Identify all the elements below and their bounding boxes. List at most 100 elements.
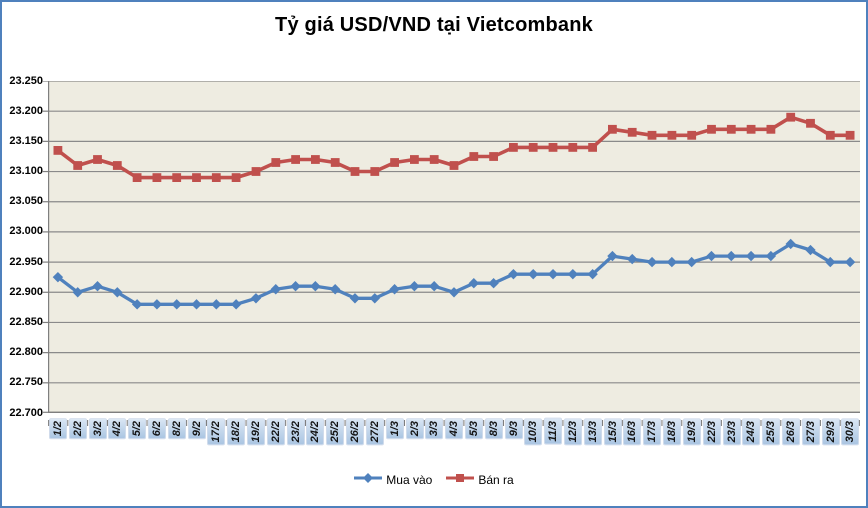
x-label-slot: 19/2 <box>246 419 266 445</box>
x-tick-label: 25/3 <box>763 419 780 445</box>
y-tick-label: 22.750 <box>9 376 43 389</box>
data-point <box>785 238 796 250</box>
data-point <box>647 130 657 140</box>
data-point <box>369 293 380 304</box>
data-point <box>131 299 143 310</box>
data-point <box>806 118 815 128</box>
data-point <box>93 155 102 164</box>
x-label-slot: 26/2 <box>345 419 365 445</box>
x-tick-label: 17/3 <box>644 419 661 445</box>
x-axis-ticks <box>48 413 860 431</box>
data-point <box>53 146 63 155</box>
data-point <box>311 155 320 164</box>
data-point <box>73 161 83 170</box>
y-tick-label: 22.900 <box>9 285 43 298</box>
x-tick-label: 24/2 <box>307 419 324 445</box>
x-label-slot: 23/2 <box>286 419 306 445</box>
x-tick-label: 26/2 <box>347 419 364 445</box>
x-ticks-svg <box>48 420 860 426</box>
x-tick-label: 4/3 <box>446 419 463 439</box>
data-point <box>329 284 341 295</box>
x-label-slot: 9/2 <box>187 419 207 439</box>
x-label-slot: 3/3 <box>424 419 444 439</box>
legend-label-ban-ra: Bán ra <box>478 473 514 487</box>
data-point <box>449 161 459 170</box>
x-label-slot: 17/2 <box>207 419 227 445</box>
data-point <box>132 173 142 182</box>
data-point <box>428 281 440 292</box>
x-label-slot: 27/3 <box>801 419 821 445</box>
data-point <box>409 281 420 292</box>
data-point <box>172 173 182 182</box>
data-point <box>608 124 617 134</box>
legend-label-mua-vao: Mua vào <box>386 473 433 487</box>
legend-diamond-marker <box>363 473 374 483</box>
x-label-slot: 8/2 <box>167 419 187 439</box>
chart-title: Tỷ giá USD/VND tại Vietcombank <box>275 14 593 36</box>
x-label-slot: 11/3 <box>543 419 563 444</box>
x-tick-label: 16/3 <box>624 419 641 445</box>
x-label-slot: 8/3 <box>484 419 504 439</box>
x-label-slot: 16/3 <box>623 419 643 445</box>
data-point <box>765 250 777 262</box>
x-tick-label: 1/2 <box>49 419 66 439</box>
data-point <box>706 250 717 262</box>
data-point <box>687 130 697 140</box>
y-tick-label: 23.150 <box>9 134 43 147</box>
x-label-slot: 9/3 <box>504 419 524 439</box>
x-label-slot: 4/3 <box>444 419 464 439</box>
data-point <box>766 124 776 134</box>
data-point <box>805 244 816 256</box>
x-label-slot: 15/3 <box>603 419 623 445</box>
data-point <box>844 256 856 268</box>
data-point <box>825 130 835 140</box>
data-point <box>528 268 539 280</box>
data-point <box>171 299 182 310</box>
data-point <box>627 127 637 137</box>
x-label-slot: 4/2 <box>107 419 127 439</box>
data-point <box>547 268 559 280</box>
x-label-slot: 5/3 <box>464 419 484 439</box>
data-point <box>666 256 678 268</box>
data-point <box>251 167 261 176</box>
data-point <box>746 124 756 134</box>
plot-svg <box>48 81 860 413</box>
y-tick-label: 22.850 <box>9 315 43 328</box>
x-label-slot: 6/2 <box>147 419 167 439</box>
x-label-slot: 12/3 <box>563 419 583 445</box>
data-point <box>270 284 281 295</box>
data-point <box>745 250 757 262</box>
data-point <box>72 287 83 298</box>
y-tick-label: 23.250 <box>9 74 43 87</box>
data-point <box>489 152 498 161</box>
x-label-slot: 18/2 <box>226 419 246 445</box>
data-point <box>469 152 479 161</box>
data-point <box>468 278 480 289</box>
data-point <box>528 143 538 152</box>
x-label-slot: 24/3 <box>741 419 761 445</box>
x-label-slot: 17/3 <box>642 419 662 445</box>
x-tick-label: 8/3 <box>485 419 502 439</box>
data-point <box>151 299 163 310</box>
x-label-slot: 27/2 <box>365 419 385 445</box>
y-tick-label: 23.200 <box>9 104 43 117</box>
data-point <box>211 173 221 182</box>
x-tick-label: 2/3 <box>406 419 423 439</box>
x-tick-label: 8/2 <box>168 419 185 439</box>
data-point <box>686 256 697 268</box>
x-tick-label: 27/3 <box>802 419 819 445</box>
y-tick-label: 23.050 <box>9 195 43 208</box>
data-point <box>92 281 103 292</box>
data-point <box>250 293 262 304</box>
data-point <box>845 130 855 140</box>
x-tick-label: 6/2 <box>148 419 165 439</box>
data-point <box>192 173 201 182</box>
data-point <box>310 281 321 292</box>
legend-item-ban-ra: Bán ra <box>446 471 514 489</box>
x-label-slot: 25/2 <box>325 419 345 445</box>
x-tick-label: 26/3 <box>782 419 799 445</box>
legend: Mua vào Bán ra <box>2 471 866 489</box>
x-tick-label: 23/2 <box>287 419 304 445</box>
x-tick-label: 19/3 <box>683 419 700 445</box>
